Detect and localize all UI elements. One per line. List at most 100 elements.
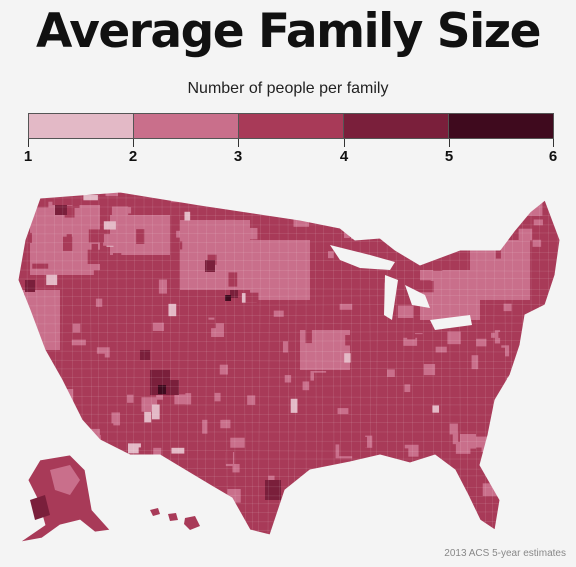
county-patch [223, 239, 233, 247]
county-patch [130, 271, 141, 280]
county-patch [48, 434, 59, 446]
county-patch [30, 353, 42, 365]
dark-county-patch [55, 205, 67, 215]
county-patch [459, 434, 476, 449]
legend-swatch-1-2 [29, 114, 134, 138]
alaska [19, 454, 111, 543]
county-patch [405, 495, 417, 502]
county-patch [305, 329, 312, 344]
county-patch [502, 327, 514, 340]
county-patch [179, 503, 192, 510]
alaska-light-region [50, 465, 80, 495]
county-patch [397, 305, 414, 318]
county-patch [380, 493, 387, 501]
county-patch [263, 433, 273, 449]
county-patch [91, 243, 99, 254]
county-patch [149, 455, 156, 465]
county-patch [491, 332, 501, 338]
county-patch [523, 338, 539, 348]
county-patch [302, 510, 312, 517]
county-patch [513, 454, 520, 464]
county-border-line [565, 180, 567, 550]
county-patch [528, 441, 539, 453]
county-border-line [9, 180, 11, 550]
county-patch [295, 516, 301, 526]
county-patch [220, 419, 231, 429]
county-patch [411, 320, 428, 334]
county-patch [544, 224, 556, 239]
county-patch [175, 241, 183, 250]
county-patch [560, 331, 576, 342]
light-county-zone [250, 240, 310, 300]
county-patch [87, 249, 103, 265]
county-patch [210, 266, 220, 279]
county-patch [138, 447, 152, 455]
county-patch [559, 407, 560, 420]
county-patch [18, 294, 25, 308]
county-patch [18, 308, 31, 319]
county-patch [111, 412, 121, 426]
county-patch [83, 451, 100, 460]
county-border-line [18, 529, 560, 532]
county-patch [174, 394, 186, 405]
county-border-line [18, 331, 560, 334]
county-border-line [18, 368, 560, 370]
county-patch [503, 303, 512, 312]
county-patch [231, 416, 246, 425]
darkest-county-patch [225, 295, 231, 301]
county-patch [536, 298, 551, 310]
county-patch [452, 432, 459, 445]
county-patch [112, 253, 122, 268]
county-patch [83, 195, 98, 201]
county-patch [533, 219, 543, 226]
county-patch [447, 331, 461, 345]
county-patch [273, 310, 284, 317]
county-patch [214, 392, 221, 402]
county-patch [297, 201, 308, 209]
county-patch [207, 254, 217, 265]
county-patch [224, 219, 236, 228]
county-border-line [18, 395, 560, 399]
county-patch [91, 438, 102, 444]
county-patch [553, 395, 560, 403]
county-patch [471, 355, 479, 370]
county-patch [287, 199, 299, 212]
county-patch [125, 364, 134, 370]
county-patch [78, 351, 92, 362]
county-border-line [18, 339, 560, 343]
county-patch [115, 207, 132, 214]
county-patch [403, 337, 418, 346]
contiguous-us-outline [17, 191, 561, 536]
county-patch [404, 507, 418, 516]
county-patch [156, 394, 163, 400]
county-patch [259, 505, 267, 515]
county-patch [437, 385, 444, 394]
county-patch [556, 277, 560, 291]
county-patch [532, 239, 542, 247]
county-patch [474, 436, 488, 448]
legend-tick-mark [238, 139, 239, 147]
county-patch [180, 351, 189, 357]
county-patch [366, 278, 376, 285]
county-patch [40, 443, 52, 451]
county-patch [74, 347, 85, 353]
county-border-line [233, 192, 236, 535]
county-patch [282, 341, 288, 353]
county-patch [293, 215, 310, 227]
dark-county-patch [165, 380, 179, 395]
county-patch [141, 464, 149, 470]
county-patch [339, 303, 353, 310]
county-patch [546, 453, 560, 461]
legend-tick-label: 2 [128, 148, 138, 165]
legend-tick-label: 6 [548, 148, 558, 165]
county-patch [228, 272, 238, 287]
county-patch [559, 340, 560, 352]
county-border-line [242, 192, 247, 535]
county-patch [72, 195, 80, 208]
lightest-county-patches [18, 192, 576, 526]
hawaii-island [150, 508, 160, 516]
hawaii-island [168, 513, 178, 521]
county-border-line [18, 314, 560, 317]
county-patch [274, 366, 288, 373]
legend-tick-label: 3 [233, 148, 243, 165]
